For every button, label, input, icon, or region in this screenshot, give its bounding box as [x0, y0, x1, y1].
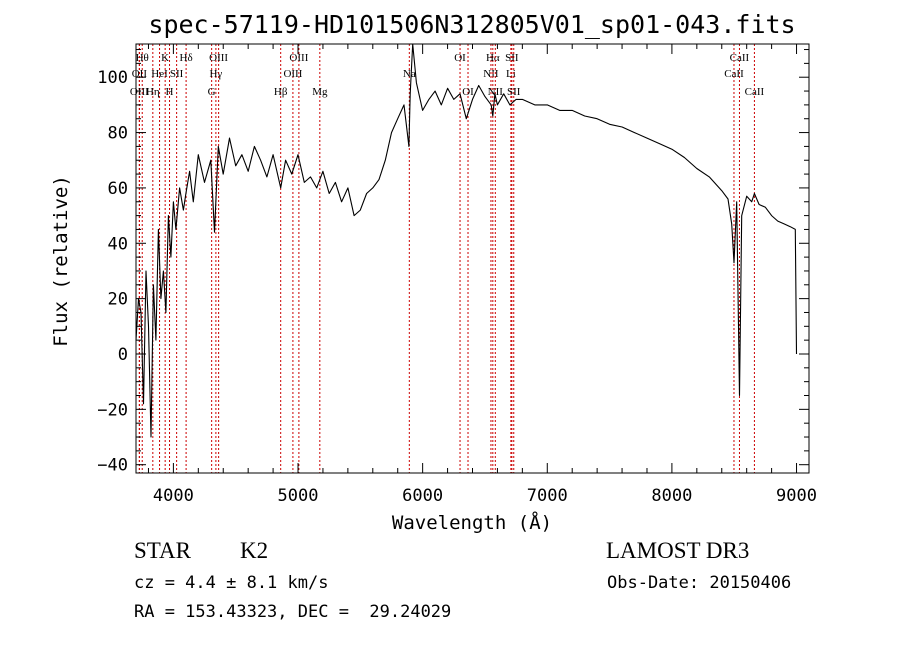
plot-frame	[135, 43, 810, 474]
line-marker-label: OIII	[283, 68, 302, 80]
line-marker-label: Hα	[486, 52, 500, 64]
line-marker-label: Hγ	[209, 68, 222, 80]
line-marker-label: SII	[170, 68, 184, 80]
x-tick-label: 7000	[527, 486, 568, 506]
line-marker-label: SII	[507, 86, 521, 98]
survey-label: LAMOST DR3	[606, 538, 750, 563]
redshift-text: cz = 4.4 ± 8.1 km/s	[134, 573, 329, 593]
chart-title: spec-57119-HD101506N312805V01_sp01-043.f…	[148, 10, 795, 39]
line-marker-label: Hδ	[180, 52, 193, 64]
y-tick-label: 60	[108, 179, 128, 199]
line-marker-label: NII	[483, 68, 499, 80]
spectrum-series	[135, 43, 798, 438]
y-axis-label: Flux (relative)	[50, 175, 72, 347]
x-tick-label: 9000	[776, 486, 817, 506]
line-marker-label: OIII	[130, 86, 149, 98]
obs-date-text: Obs-Date: 20150406	[607, 573, 792, 593]
y-tick-label: 40	[108, 234, 128, 254]
x-axis-label: Wavelength (Å)	[392, 511, 552, 534]
coordinates-text: RA = 153.43323, DEC = 29.24029	[134, 602, 452, 622]
line-marker-label: NII	[488, 86, 504, 98]
y-tick-label: −20	[97, 400, 128, 420]
y-tick-label: 80	[108, 124, 128, 144]
y-tick-label: 20	[108, 290, 128, 310]
object-class: STAR	[134, 538, 191, 563]
line-marker-label: Hη	[146, 86, 160, 98]
line-marker-label: Hθ	[136, 52, 149, 64]
line-marker-label: CaII	[745, 86, 765, 98]
line-marker-label: Hβ	[274, 86, 288, 98]
line-marker-label: OI	[454, 52, 466, 64]
axes: 4000 5000 6000 7000 8000 9000 −40 −20 0 20 40 60 80 1…	[97, 43, 817, 506]
line-marker-label: HeI	[151, 68, 168, 80]
line-marker-label: OIII	[289, 52, 308, 64]
line-marker-label: CaII	[730, 52, 750, 64]
spectrum-line	[135, 43, 798, 438]
spectral-line-markers: HθOIIOIIIHηHeIKHSIIHδGHγOIIIHβOIIIOIIIMg…	[130, 44, 765, 473]
line-marker-label: Na	[403, 68, 416, 80]
line-marker-label: Li	[506, 68, 516, 80]
line-marker-label: OIII	[209, 52, 228, 64]
y-tick-label: 100	[97, 68, 128, 88]
line-marker-label: K	[161, 52, 169, 64]
line-marker-label: CaII	[724, 68, 744, 80]
line-marker-label: Mg	[312, 86, 328, 98]
object-subclass: K2	[240, 538, 269, 563]
line-marker-label: G	[208, 86, 216, 98]
line-marker-label: SII	[505, 52, 519, 64]
y-tick-label: −40	[97, 456, 128, 476]
x-tick-label: 4000	[153, 486, 194, 506]
x-tick-label: 8000	[651, 486, 692, 506]
line-marker-label: H	[166, 86, 174, 98]
y-tick-label: 0	[118, 345, 128, 365]
line-marker-label: OI	[462, 86, 474, 98]
x-tick-label: 6000	[402, 486, 443, 506]
x-tick-label: 5000	[278, 486, 319, 506]
